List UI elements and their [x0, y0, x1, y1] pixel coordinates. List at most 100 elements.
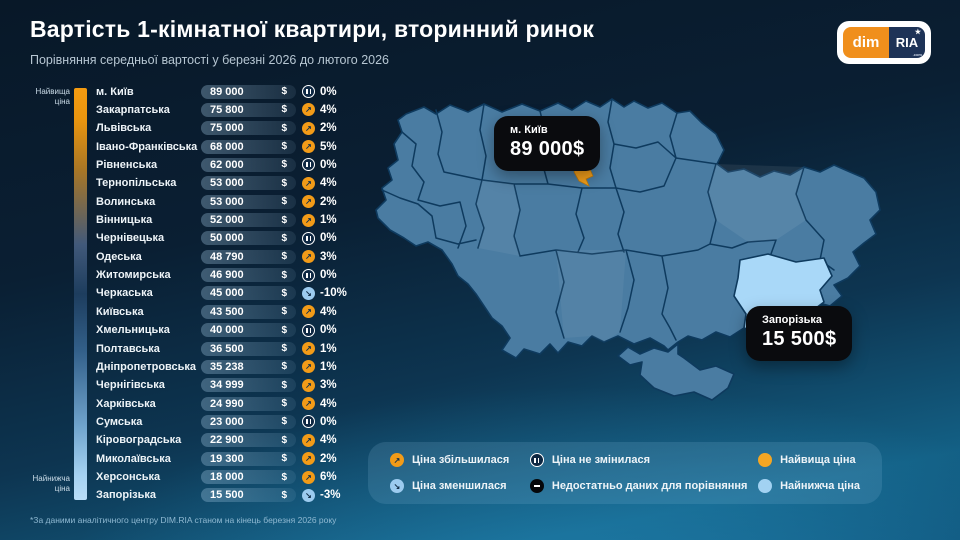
region-name: Чернівецька: [96, 232, 165, 245]
region-name: Закарпатська: [96, 103, 170, 116]
trend-up-icon: [302, 470, 315, 484]
trend-up-icon: [302, 103, 315, 117]
price-pill: 43 500 $: [201, 304, 296, 319]
dim-logo-text: dim: [843, 27, 889, 58]
trend-same-icon: [302, 268, 315, 282]
region-change: 4%: [320, 177, 337, 190]
region-row: Волинська 53 000 $ 2%: [96, 193, 354, 210]
region-row: Житомирська 46 900 $ 0%: [96, 267, 354, 284]
region-name: Запорізька: [96, 489, 157, 502]
legend-column-3: Найвища ціна Найнижча ціна: [758, 453, 860, 493]
footnote: *За даними аналітичного центру DIM.RIA с…: [30, 515, 337, 525]
trend-same-icon: [302, 158, 315, 172]
currency-sign: $: [281, 324, 287, 336]
legend-item-label: Ціна не змінилася: [551, 454, 651, 466]
region-name: м. Київ: [96, 85, 134, 98]
region-row: Миколаївська 19 300 $ 2%: [96, 450, 354, 467]
legend-item: Недостатньо даних для порівняння: [529, 479, 758, 493]
region-change: 3%: [320, 250, 337, 263]
region-price: 46 900: [210, 269, 244, 282]
legend-item: Найнижча ціна: [758, 479, 860, 493]
currency-sign: $: [281, 86, 287, 97]
region-row: Херсонська 18 000 $ 6%: [96, 469, 354, 486]
legend-item-label: Недостатньо даних для порівняння: [551, 480, 748, 492]
region-change: 3%: [320, 379, 337, 392]
region-list: м. Київ 89 000 $ 0% Закарпатська 75 800 …: [96, 83, 354, 504]
price-pill: 22 900 $: [201, 433, 296, 448]
region-name: Рівненська: [96, 158, 158, 171]
price-pill: 68 000 $: [201, 139, 296, 154]
scale-lowest-label: Найнижча ціна: [32, 474, 70, 493]
region-change: 6%: [320, 471, 337, 484]
trend-up-icon: [302, 378, 315, 392]
star-icon: ★: [914, 29, 921, 36]
region-price: 35 238: [210, 360, 244, 373]
price-pill: 40 000 $: [201, 323, 296, 338]
scale-highest-label: Найвища ціна: [35, 87, 70, 106]
region-change: 4%: [320, 305, 337, 318]
trend-same-icon: [302, 231, 315, 245]
currency-sign: $: [281, 251, 287, 263]
price-pill: 75 000 $: [201, 121, 296, 136]
currency-sign: $: [281, 177, 287, 189]
region-change: 4%: [320, 397, 337, 410]
region-change: 1%: [320, 214, 337, 227]
ria-logo-text: RIA ★ .com: [889, 27, 925, 58]
currency-sign: $: [281, 434, 287, 446]
currency-sign: $: [281, 214, 287, 226]
legend-item: Ціна не змінилася: [529, 453, 758, 467]
legend-item-label: Ціна зменшилася: [412, 480, 507, 492]
legend-panel: Ціна збільшилася Ціна зменшилася Ціна не…: [368, 442, 882, 504]
region-row: Львівська 75 000 $ 2%: [96, 120, 354, 137]
region-name: Вінницька: [96, 214, 153, 227]
region-row: Київська 43 500 $ 4%: [96, 303, 354, 320]
trend-up-icon: [302, 342, 315, 356]
region-name: Івано-Франківська: [96, 140, 198, 153]
zaporizhzhia-callout: Запорізька 15 500$: [746, 306, 853, 361]
region-row: Запорізька 15 500 $ -3%: [96, 487, 354, 504]
price-pill: 46 900 $: [201, 268, 296, 283]
price-scale-bar: [74, 88, 87, 500]
region-name: Житомирська: [96, 269, 171, 282]
region-price: 36 500: [210, 342, 244, 355]
oblast-shade-khmelnytskyi: [476, 180, 520, 256]
region-name: Львівська: [96, 122, 152, 135]
region-price: 34 999: [210, 379, 244, 392]
currency-sign: $: [281, 159, 287, 171]
currency-sign: $: [281, 122, 287, 134]
price-pill: 53 000 $: [201, 176, 296, 191]
ria-tld: .com: [912, 52, 922, 57]
region-name: Чернігівська: [96, 379, 165, 392]
region-price: 50 000: [210, 232, 244, 245]
region-row: Закарпатська 75 800 $ 4%: [96, 101, 354, 118]
region-name: Тернопільська: [96, 177, 177, 190]
trend-same-icon: [302, 415, 315, 429]
price-pill: 24 990 $: [201, 396, 296, 411]
region-row: Одеська 48 790 $ 3%: [96, 248, 354, 265]
region-change: -3%: [320, 489, 341, 502]
region-change: 4%: [320, 434, 337, 447]
region-row: Хмельницька 40 000 $ 0%: [96, 322, 354, 339]
trend-up-icon: [302, 397, 315, 411]
trend-same-icon: [302, 323, 315, 337]
region-name: Миколаївська: [96, 452, 171, 465]
legend-column-1: Ціна збільшилася Ціна зменшилася: [390, 453, 530, 493]
trend-up-icon: [302, 140, 315, 154]
region-price: 43 500: [210, 305, 244, 318]
currency-sign: $: [281, 287, 287, 299]
region-row: Вінницька 52 000 $ 1%: [96, 212, 354, 229]
region-name: Одеська: [96, 250, 142, 263]
price-pill: 15 500 $: [201, 488, 296, 503]
legend-item: Ціна збільшилася: [390, 453, 530, 467]
price-pill: 48 790 $: [201, 249, 296, 264]
region-row: Рівненська 62 000 $ 0%: [96, 156, 354, 173]
region-price: 22 900: [210, 434, 244, 447]
price-pill: 53 000 $: [201, 194, 296, 209]
region-price: 18 000: [210, 471, 244, 484]
kyiv-callout: м. Київ 89 000$: [494, 116, 601, 171]
currency-sign: $: [281, 361, 287, 373]
region-row: Харківська 24 990 $ 4%: [96, 395, 354, 412]
page-title: Вартість 1-кімнатної квартири, вторинний…: [30, 16, 595, 42]
region-price: 89 000: [210, 85, 244, 98]
region-change: 2%: [320, 195, 337, 208]
